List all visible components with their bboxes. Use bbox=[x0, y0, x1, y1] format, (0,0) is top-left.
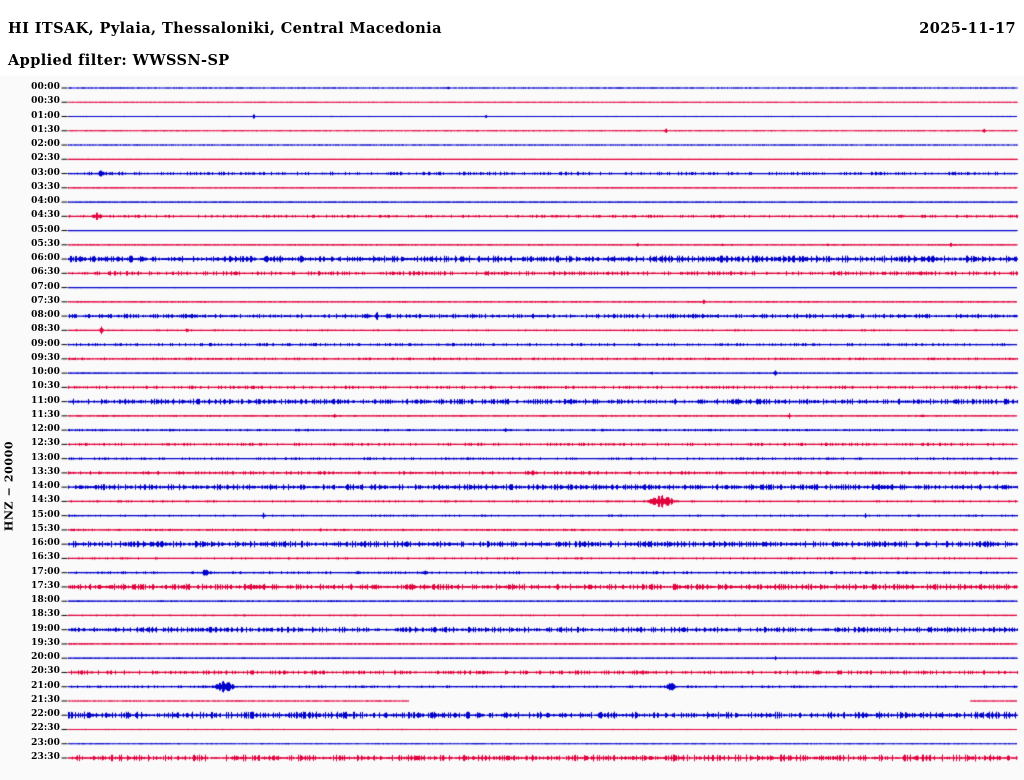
time-tick-label: 02:30 bbox=[31, 153, 60, 164]
time-tick-label: 10:00 bbox=[31, 367, 60, 378]
time-tick-label: 12:00 bbox=[31, 424, 60, 435]
time-tick-label: 13:00 bbox=[31, 452, 60, 463]
time-tick-label: 17:00 bbox=[31, 566, 60, 577]
time-tick-label: 13:30 bbox=[31, 466, 60, 477]
time-tick-label: 01:00 bbox=[31, 110, 60, 121]
time-tick-label: 18:00 bbox=[31, 595, 60, 606]
time-tick-label: 08:30 bbox=[31, 324, 60, 335]
time-tick-label: 17:30 bbox=[31, 580, 60, 591]
time-tick-label: 00:30 bbox=[31, 96, 60, 107]
time-tick-label: 16:30 bbox=[31, 552, 60, 563]
time-tick-label: 16:00 bbox=[31, 538, 60, 549]
seismogram-canvas bbox=[0, 76, 1024, 780]
time-tick-label: 05:30 bbox=[31, 238, 60, 249]
time-tick-label: 15:30 bbox=[31, 523, 60, 534]
time-tick-label: 05:00 bbox=[31, 224, 60, 235]
time-tick-label: 20:00 bbox=[31, 652, 60, 663]
time-tick-label: 21:30 bbox=[31, 694, 60, 705]
time-tick-label: 14:00 bbox=[31, 481, 60, 492]
helicorder-plot: HNZ − 20000 00:00 00:30 01:00 01:30 02:00 02:… bbox=[0, 76, 1024, 780]
time-tick-label: 12:30 bbox=[31, 438, 60, 449]
header: HI ITSAK, Pylaia, Thessaloniki, Central … bbox=[0, 0, 1024, 76]
time-tick-label: 22:30 bbox=[31, 723, 60, 734]
page-title: HI ITSAK, Pylaia, Thessaloniki, Central … bbox=[8, 20, 442, 37]
time-tick-label: 19:30 bbox=[31, 637, 60, 648]
time-tick-label: 11:30 bbox=[31, 409, 60, 420]
time-tick-label: 20:30 bbox=[31, 666, 60, 677]
time-tick-label: 14:30 bbox=[31, 495, 60, 506]
time-tick-label: 07:30 bbox=[31, 295, 60, 306]
time-tick-label: 23:30 bbox=[31, 752, 60, 762]
time-tick-label: 11:00 bbox=[31, 395, 60, 406]
time-tick-label: 09:00 bbox=[31, 338, 60, 349]
time-axis-labels: 00:00 00:30 01:00 01:30 02:00 02:30 03:00 03:30… bbox=[14, 76, 60, 780]
time-tick-label: 08:00 bbox=[31, 310, 60, 321]
time-tick-label: 22:00 bbox=[31, 709, 60, 720]
time-tick-label: 10:30 bbox=[31, 381, 60, 392]
time-tick-label: 04:00 bbox=[31, 196, 60, 207]
time-tick-label: 19:00 bbox=[31, 623, 60, 634]
time-tick-label: 15:00 bbox=[31, 509, 60, 520]
time-tick-label: 01:30 bbox=[31, 124, 60, 135]
time-tick-label: 23:00 bbox=[31, 737, 60, 748]
time-tick-label: 06:30 bbox=[31, 267, 60, 278]
time-tick-label: 03:30 bbox=[31, 181, 60, 192]
applied-filter-label: Applied filter: WWSSN-SP bbox=[8, 52, 230, 69]
time-tick-label: 18:30 bbox=[31, 609, 60, 620]
record-date: 2025-11-17 bbox=[919, 20, 1016, 37]
time-tick-label: 06:00 bbox=[31, 253, 60, 264]
time-tick-label: 07:00 bbox=[31, 281, 60, 292]
time-tick-label: 09:30 bbox=[31, 352, 60, 363]
time-tick-label: 02:00 bbox=[31, 139, 60, 150]
time-tick-label: 21:00 bbox=[31, 680, 60, 691]
time-tick-label: 00:00 bbox=[31, 82, 60, 92]
time-tick-label: 03:00 bbox=[31, 167, 60, 178]
time-tick-label: 04:30 bbox=[31, 210, 60, 221]
